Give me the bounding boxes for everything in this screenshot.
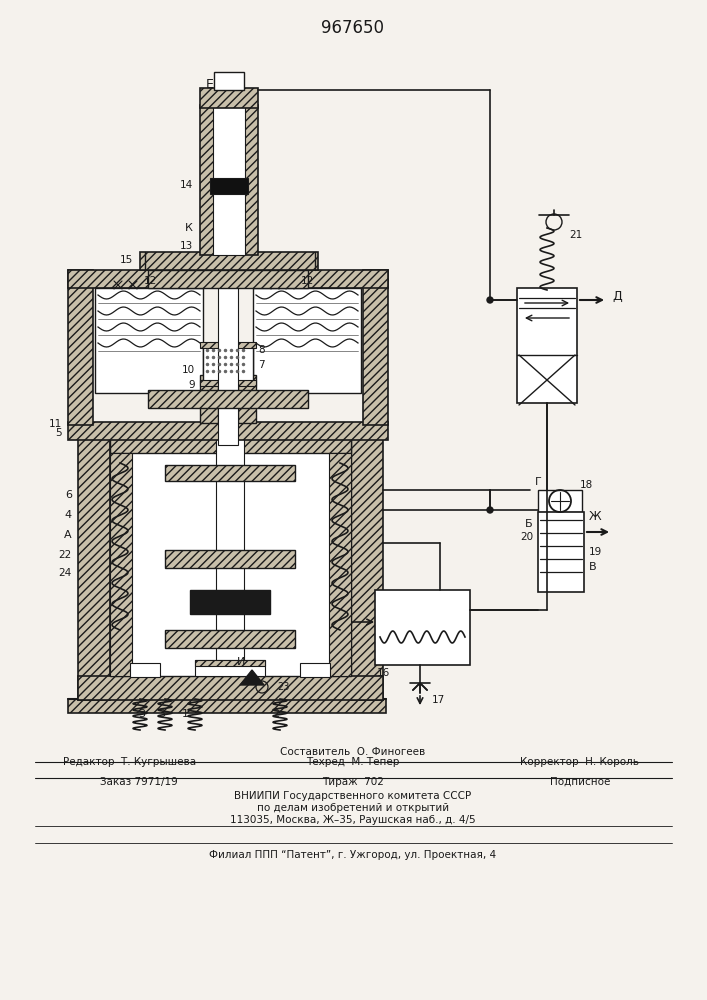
Bar [140, 252, 318, 270]
Text: 12: 12 [144, 276, 157, 286]
Text: Д: Д [612, 290, 621, 302]
Bar [68, 270, 388, 288]
Bar [300, 663, 330, 677]
Bar [351, 435, 383, 700]
Bar [165, 630, 295, 648]
Bar [110, 453, 132, 676]
Bar [78, 676, 383, 700]
Bar [214, 72, 244, 90]
Bar [203, 345, 253, 383]
Text: 6: 6 [65, 490, 72, 500]
Text: И: И [237, 657, 245, 667]
Text: Е: Е [206, 78, 214, 91]
Bar [165, 550, 295, 568]
Bar [148, 270, 308, 288]
Bar [375, 590, 470, 665]
Text: В: В [589, 562, 597, 572]
Text: 24: 24 [59, 568, 72, 578]
Text: Б: Б [525, 519, 533, 529]
Text: 7: 7 [258, 360, 264, 370]
Text: 2: 2 [272, 709, 279, 719]
Bar [538, 512, 584, 592]
Bar [190, 590, 270, 614]
Bar [253, 288, 361, 393]
Bar [538, 490, 582, 512]
Circle shape [487, 297, 493, 303]
Text: 13: 13 [180, 241, 193, 251]
Text: 1: 1 [182, 709, 189, 719]
Text: Редактор  Т. Кугрышева: Редактор Т. Кугрышева [64, 757, 197, 767]
Bar [200, 380, 256, 386]
Text: 11: 11 [49, 419, 62, 429]
Bar [68, 270, 93, 425]
Bar [200, 105, 258, 255]
Bar [68, 422, 388, 440]
Bar [200, 375, 218, 423]
Bar [517, 288, 577, 403]
Bar [195, 660, 265, 676]
Text: Г: Г [535, 477, 542, 487]
Text: Техред  М. Тепер: Техред М. Тепер [306, 757, 399, 767]
Text: 17: 17 [432, 695, 445, 705]
Text: 5: 5 [55, 428, 62, 438]
Bar [329, 453, 351, 676]
Bar [200, 88, 258, 108]
Text: Корректор  Н. Король: Корректор Н. Король [520, 757, 640, 767]
Bar [218, 170, 238, 445]
Bar [210, 178, 248, 194]
Bar [238, 375, 256, 423]
Text: 967650: 967650 [322, 19, 385, 37]
Bar [165, 465, 295, 481]
Text: Ж: Ж [589, 510, 602, 524]
Text: Заказ 7971/19: Заказ 7971/19 [100, 777, 177, 787]
Text: 4: 4 [65, 510, 72, 520]
Text: 113035, Москва, Ж–35, Раушская наб., д. 4/5: 113035, Москва, Ж–35, Раушская наб., д. … [230, 815, 476, 825]
Text: К: К [185, 223, 193, 233]
Text: 8: 8 [258, 345, 264, 355]
Text: Тираж  702: Тираж 702 [322, 777, 384, 787]
Text: А: А [64, 530, 72, 540]
Text: 9: 9 [188, 380, 195, 390]
Text: Составитель  О. Финогеев: Составитель О. Финогеев [281, 747, 426, 757]
Bar [110, 435, 351, 453]
Text: 18: 18 [580, 480, 593, 490]
Text: Подписное: Подписное [550, 777, 610, 787]
Text: 19: 19 [589, 547, 602, 557]
Text: 15: 15 [119, 255, 133, 265]
Bar [213, 105, 245, 255]
Bar [68, 699, 386, 713]
Bar [130, 663, 160, 677]
Bar [78, 435, 110, 700]
Text: по делам изобретений и открытий: по делам изобретений и открытий [257, 803, 449, 813]
Text: 22: 22 [59, 550, 72, 560]
Text: ВНИИПИ Государственного комитета СССР: ВНИИПИ Государственного комитета СССР [235, 791, 472, 801]
Text: Филиал ППП “Патент”, г. Ужгород, ул. Проектная, 4: Филиал ППП “Патент”, г. Ужгород, ул. Про… [209, 850, 496, 860]
Text: 12: 12 [300, 276, 314, 286]
Bar [195, 660, 265, 666]
Text: 3: 3 [158, 709, 165, 719]
Text: 14: 14 [180, 180, 193, 190]
Bar [363, 270, 388, 425]
Text: 16: 16 [377, 668, 390, 678]
Bar [148, 390, 308, 408]
Circle shape [487, 507, 493, 513]
Text: 3: 3 [139, 709, 146, 719]
Text: 20: 20 [520, 532, 533, 542]
Text: 10: 10 [182, 365, 195, 375]
Text: 23: 23 [277, 682, 289, 692]
Text: 21: 21 [569, 230, 583, 240]
Bar [200, 342, 256, 348]
Bar [95, 288, 203, 393]
Polygon shape [240, 670, 264, 685]
Bar [216, 435, 244, 676]
Bar [110, 435, 351, 676]
